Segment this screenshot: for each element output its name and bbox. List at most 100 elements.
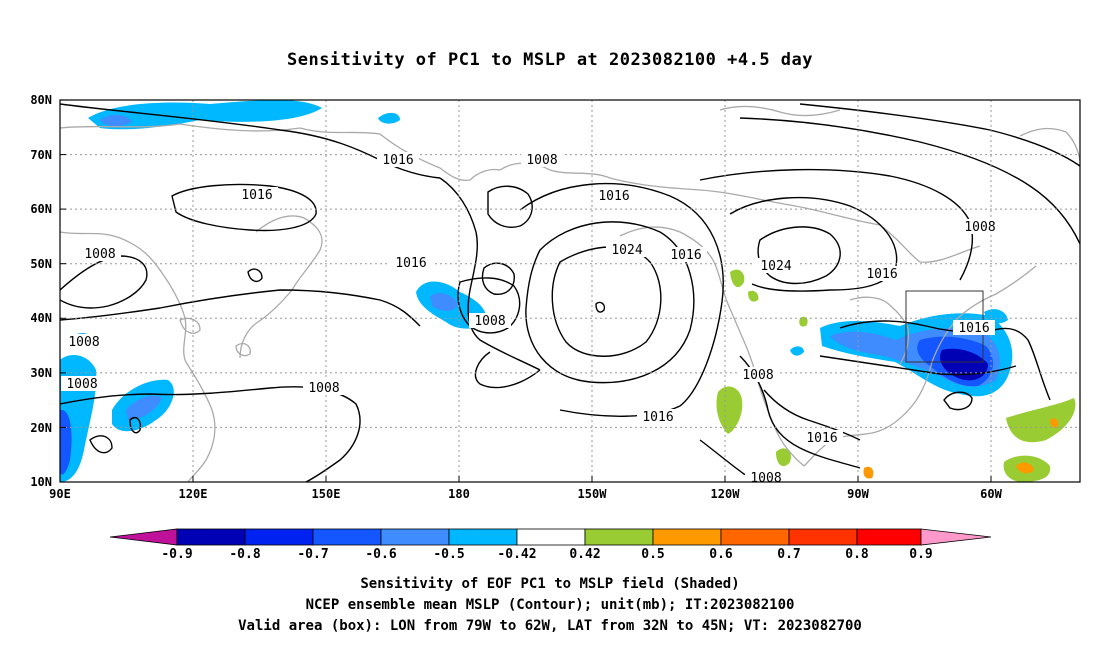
lon-label: 150W xyxy=(578,487,608,501)
lat-label: 70N xyxy=(30,148,52,162)
shade-green-5 xyxy=(776,448,791,467)
shade-orange-1 xyxy=(1016,462,1034,474)
lon-label: 90E xyxy=(49,487,71,501)
svg-text:1008: 1008 xyxy=(964,220,995,235)
colorbar-label: -0.9 xyxy=(161,547,192,562)
lat-label: 10N xyxy=(30,475,52,489)
contour-label: 1008 xyxy=(737,367,779,383)
contour-label: 1016 xyxy=(953,320,995,336)
colorbar-segment xyxy=(312,528,382,546)
lat-label: 20N xyxy=(30,421,52,435)
svg-text:1016: 1016 xyxy=(806,431,837,446)
svg-text:1008: 1008 xyxy=(68,335,99,350)
colorbar-segment xyxy=(788,528,858,546)
colorbar-segment xyxy=(856,528,922,546)
shade-green-6 xyxy=(1006,398,1076,443)
colorbar-label: -0.8 xyxy=(229,547,260,562)
contour-label: 1008 xyxy=(745,470,787,486)
svg-text:1008: 1008 xyxy=(66,377,97,392)
svg-text:1008: 1008 xyxy=(526,153,557,168)
colorbar-segment xyxy=(720,528,790,546)
shade-north-pacific-core xyxy=(100,114,132,127)
svg-text:1016: 1016 xyxy=(670,248,701,263)
contour-label: 1008 xyxy=(469,313,511,329)
graticule xyxy=(60,100,1080,482)
colorbar: -0.9 -0.8 -0.7 -0.6 -0.5 -0.42 0.42 0.5 … xyxy=(109,528,992,562)
lon-label: 180 xyxy=(448,487,470,501)
shade-green-2 xyxy=(730,269,745,288)
svg-text:1016: 1016 xyxy=(642,410,673,425)
svg-text:1016: 1016 xyxy=(958,321,989,336)
lat-label: 80N xyxy=(30,93,52,107)
contour-label: 1016 xyxy=(390,255,432,271)
contour-label: 1008 xyxy=(959,219,1001,235)
axis-ticks xyxy=(60,99,992,483)
svg-text:1016: 1016 xyxy=(395,256,426,271)
contour-label: 1016 xyxy=(377,152,419,168)
shade-green-3 xyxy=(748,290,759,302)
colorbar-label: -0.5 xyxy=(433,547,464,562)
svg-text:1008: 1008 xyxy=(742,368,773,383)
colorbar-label: 0.8 xyxy=(845,547,869,562)
colorbar-label: -0.6 xyxy=(365,547,396,562)
lon-label: 120E xyxy=(179,487,208,501)
colorbar-triangle-left xyxy=(109,528,178,546)
map-title: Sensitivity of PC1 to MSLP at 2023082100… xyxy=(286,50,813,70)
colorbar-label: 0.42 xyxy=(569,547,600,562)
map-frame xyxy=(59,99,1081,483)
contour-label: 1016 xyxy=(861,266,903,282)
lat-label: 40N xyxy=(30,311,52,325)
colorbar-segment xyxy=(448,528,518,546)
contour-label: 1016 xyxy=(236,187,278,203)
colorbar-label: 0.9 xyxy=(909,547,932,562)
shade-arctic-small xyxy=(378,112,400,124)
lat-label: 30N xyxy=(30,366,52,380)
colorbar-label: 0.6 xyxy=(709,547,733,562)
colorbar-label: -0.42 xyxy=(497,547,536,562)
colorbar-segment xyxy=(516,528,586,546)
contour-label: 1008 xyxy=(303,380,345,396)
svg-text:1016: 1016 xyxy=(866,267,897,282)
colorbar-segment xyxy=(176,528,246,546)
svg-text:1016: 1016 xyxy=(382,153,413,168)
colorbar-segment xyxy=(244,528,314,546)
shade-north-pacific xyxy=(88,100,322,130)
shade-green-4 xyxy=(799,316,808,327)
shade-asia-west-core xyxy=(60,409,72,475)
contour-label: 1008 xyxy=(79,246,121,262)
colorbar-segment xyxy=(584,528,654,546)
svg-text:1008: 1008 xyxy=(84,247,115,262)
colorbar-label: -0.7 xyxy=(297,547,328,562)
colorbar-triangle-right xyxy=(920,528,992,546)
shade-orange-3 xyxy=(863,466,874,479)
contour-label: 1024 xyxy=(606,242,648,258)
longitude-labels: 90E 120E 150E 180 150W 120W 90W 60W xyxy=(49,487,1002,501)
lon-label: 90W xyxy=(847,487,869,501)
lat-label: 50N xyxy=(30,257,52,271)
colorbar-label: 0.7 xyxy=(777,547,800,562)
lon-label: 150E xyxy=(312,487,341,501)
shade-dateline-core xyxy=(430,293,458,311)
svg-text:1024: 1024 xyxy=(611,243,642,258)
shade-gulf-small xyxy=(790,346,804,356)
contour-label: 1016 xyxy=(593,188,635,204)
svg-text:1008: 1008 xyxy=(308,381,339,396)
contour-label: 1016 xyxy=(637,409,679,425)
caption: Sensitivity of EOF PC1 to MSLP field (Sh… xyxy=(0,574,1100,637)
caption-line-3: Valid area (box): LON from 79W to 62W, L… xyxy=(238,618,862,634)
shade-atlantic-east xyxy=(984,309,1008,324)
contour-label: 1016 xyxy=(801,430,843,446)
svg-text:1024: 1024 xyxy=(760,259,791,274)
contour-labels: 1016 1008 1016 1008 1008 1008 1008 1016 … xyxy=(61,152,1001,486)
lon-label: 60W xyxy=(980,487,1002,501)
shade-orange-2 xyxy=(1050,418,1059,428)
contour-label: 1008 xyxy=(63,334,105,350)
svg-text:1008: 1008 xyxy=(750,471,781,486)
colorbar-segment xyxy=(652,528,722,546)
contour-label: 1024 xyxy=(755,258,797,274)
contour-label: 1016 xyxy=(665,247,707,263)
shade-south-china-core xyxy=(126,395,162,420)
lat-label: 60N xyxy=(30,202,52,216)
latitude-labels: 80N 70N 60N 50N 40N 30N 20N 10N xyxy=(30,93,52,489)
